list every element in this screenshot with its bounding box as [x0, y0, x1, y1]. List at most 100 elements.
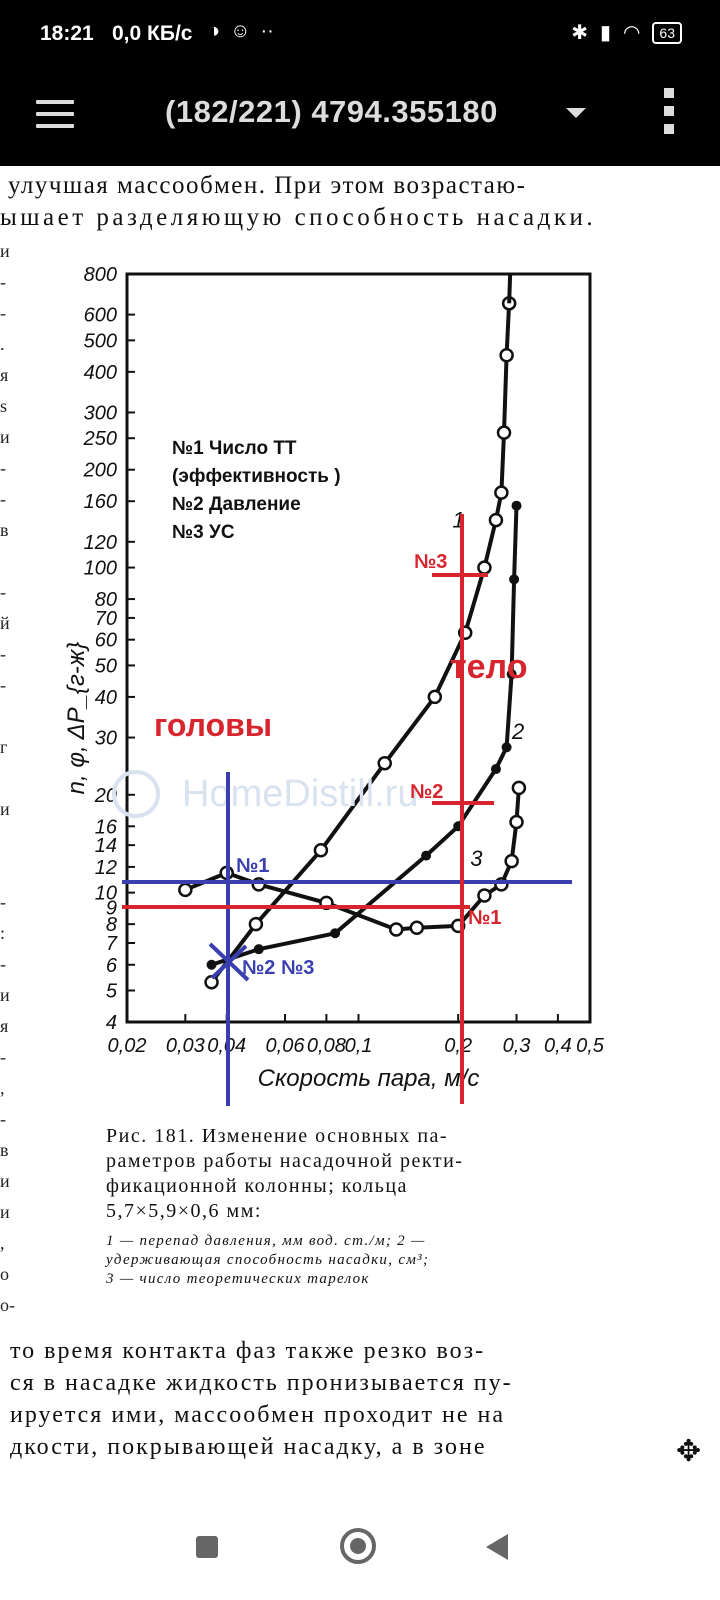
golovy-label: головы — [154, 707, 272, 743]
blue-cross-mark — [210, 944, 248, 980]
margin-fragment: и — [0, 427, 10, 447]
series-label: 3 — [470, 846, 483, 871]
y-tick-label: 40 — [95, 687, 117, 709]
more-options-icon[interactable] — [664, 88, 674, 148]
margin-fragment: я — [0, 365, 9, 385]
data-point-2 — [206, 959, 217, 970]
caption-line: фикационной колонны; кольца — [106, 1175, 408, 1197]
home-circle-icon[interactable] — [340, 1528, 376, 1564]
bluetooth-icon: ✱ — [571, 22, 588, 44]
y-tick-label: 600 — [84, 305, 117, 327]
data-point-1 — [494, 485, 509, 500]
annotation-line: №1 Число ТТ — [172, 438, 297, 459]
telo-label: тело — [450, 648, 527, 686]
x-tick-label: 0,03 — [166, 1035, 205, 1057]
figure-caption: Рис. 181. Изменение основных па- раметро… — [106, 1124, 463, 1224]
margin-fragment: о- — [0, 1295, 15, 1315]
menu-icon[interactable] — [36, 100, 74, 130]
data-point-3 — [504, 853, 519, 869]
data-point-2 — [511, 500, 522, 511]
margin-fragment: : — [0, 923, 6, 943]
data-point-1 — [496, 425, 512, 440]
margin-fragment: - — [0, 272, 6, 292]
text-line: улучшая массообмен. При этом возрастаю- — [8, 172, 527, 199]
figure-legend: 1 — перепад давления, мм вод. ст./м; 2 —… — [106, 1232, 429, 1289]
margin-fragment: - — [0, 1109, 6, 1129]
notification-icons: ◑ ☺ ·· — [208, 20, 274, 43]
y-tick-label: 800 — [84, 264, 117, 286]
y-tick-label: 400 — [84, 362, 117, 384]
chart: 0,020,030,040,060,080,10,20,30,40,545678… — [63, 264, 605, 1106]
recents-square-icon[interactable] — [196, 1536, 218, 1558]
y-tick-label: 5 — [106, 980, 118, 1002]
clock: 18:21 — [40, 22, 94, 45]
text-line: ся в насадке жидкость пронизывается пу- — [10, 1370, 513, 1396]
y-tick-label: 8 — [106, 914, 117, 936]
y-tick-label: 14 — [95, 835, 117, 857]
y-tick-label: 12 — [95, 857, 117, 879]
series-line-1 — [209, 303, 512, 984]
navigation-bar — [0, 1506, 720, 1600]
red-label-n3: №3 — [414, 551, 447, 573]
signal-icon: ▮ — [599, 22, 611, 44]
x-tick-label: 0,06 — [266, 1035, 306, 1057]
data-point-2 — [421, 850, 432, 861]
series-label: 2 — [511, 719, 524, 744]
move-icon[interactable]: ✥ — [676, 1435, 702, 1468]
y-tick-label: 70 — [95, 608, 117, 630]
margin-fragment: - — [0, 458, 6, 478]
data-point-3 — [388, 922, 404, 937]
data-point-1 — [377, 756, 392, 771]
data-point-2 — [509, 574, 520, 585]
caption-line: 5,7×5,9×0,6 мм: — [106, 1200, 262, 1222]
back-triangle-icon[interactable] — [486, 1534, 508, 1560]
margin-fragment: й — [0, 613, 10, 633]
margin-fragment: s — [0, 396, 8, 416]
y-tick-label: 30 — [95, 728, 117, 750]
x-tick-label: 0,5 — [576, 1035, 605, 1057]
data-point-3 — [409, 920, 425, 935]
text-line: ышает разделяющую способность насадки. — [0, 204, 597, 231]
x-tick-label: 0,02 — [108, 1035, 147, 1057]
margin-fragment: - — [0, 675, 6, 695]
document-page[interactable]: улучшая массообмен. При этом возрастаю- … — [0, 166, 720, 1506]
margin-fragment: в — [0, 1140, 9, 1160]
y-tick-label: 200 — [83, 460, 117, 482]
margin-fragment: - — [0, 644, 6, 664]
y-tick-label: 160 — [84, 491, 117, 513]
legend-line: удерживающая способность насадки, см³; — [106, 1252, 430, 1268]
data-point-3 — [509, 814, 524, 830]
x-tick-label: 0,3 — [503, 1035, 531, 1057]
system-icons: ✱ ▮ ◠ 63 — [571, 20, 682, 45]
y-axis-label: n, φ, ΔP_{г-ж} — [63, 642, 90, 795]
data-point-2 — [253, 944, 264, 955]
blue-label-n2-n3: №2 №3 — [242, 957, 314, 979]
margin-fragment: - — [0, 892, 6, 912]
margin-fragment: . — [0, 334, 5, 354]
y-tick-label: 9 — [106, 898, 117, 920]
blue-label-n1: №1 — [236, 855, 269, 877]
margin-fragment: - — [0, 582, 6, 602]
annotation-line: (эффективность ) — [172, 466, 341, 487]
margin-fragment: и — [0, 1171, 10, 1191]
data-point-2 — [506, 669, 517, 680]
y-tick-label: 16 — [95, 816, 118, 838]
margin-fragment: и — [0, 1202, 10, 1222]
status-bar: 18:21 0,0 КБ/с ◑ ☺ ·· ✱ ▮ ◠ 63 — [0, 0, 720, 70]
data-point-3 — [477, 888, 492, 903]
red-label-n1: №1 — [468, 907, 501, 929]
margin-fragment: я — [0, 1016, 9, 1036]
chevron-down-icon[interactable] — [566, 108, 586, 118]
data-point-1 — [499, 347, 514, 363]
x-tick-label: 0,08 — [307, 1035, 346, 1057]
margin-fragment: - — [0, 303, 6, 323]
x-tick-label: 0,4 — [544, 1035, 572, 1057]
data-point-1 — [248, 916, 264, 932]
data-point-2 — [330, 928, 341, 939]
y-tick-label: 6 — [106, 955, 118, 977]
y-tick-label: 500 — [84, 330, 117, 352]
y-tick-label: 7 — [106, 933, 118, 955]
margin-fragment: о — [0, 1264, 9, 1284]
series-line-1-extension — [507, 273, 513, 304]
